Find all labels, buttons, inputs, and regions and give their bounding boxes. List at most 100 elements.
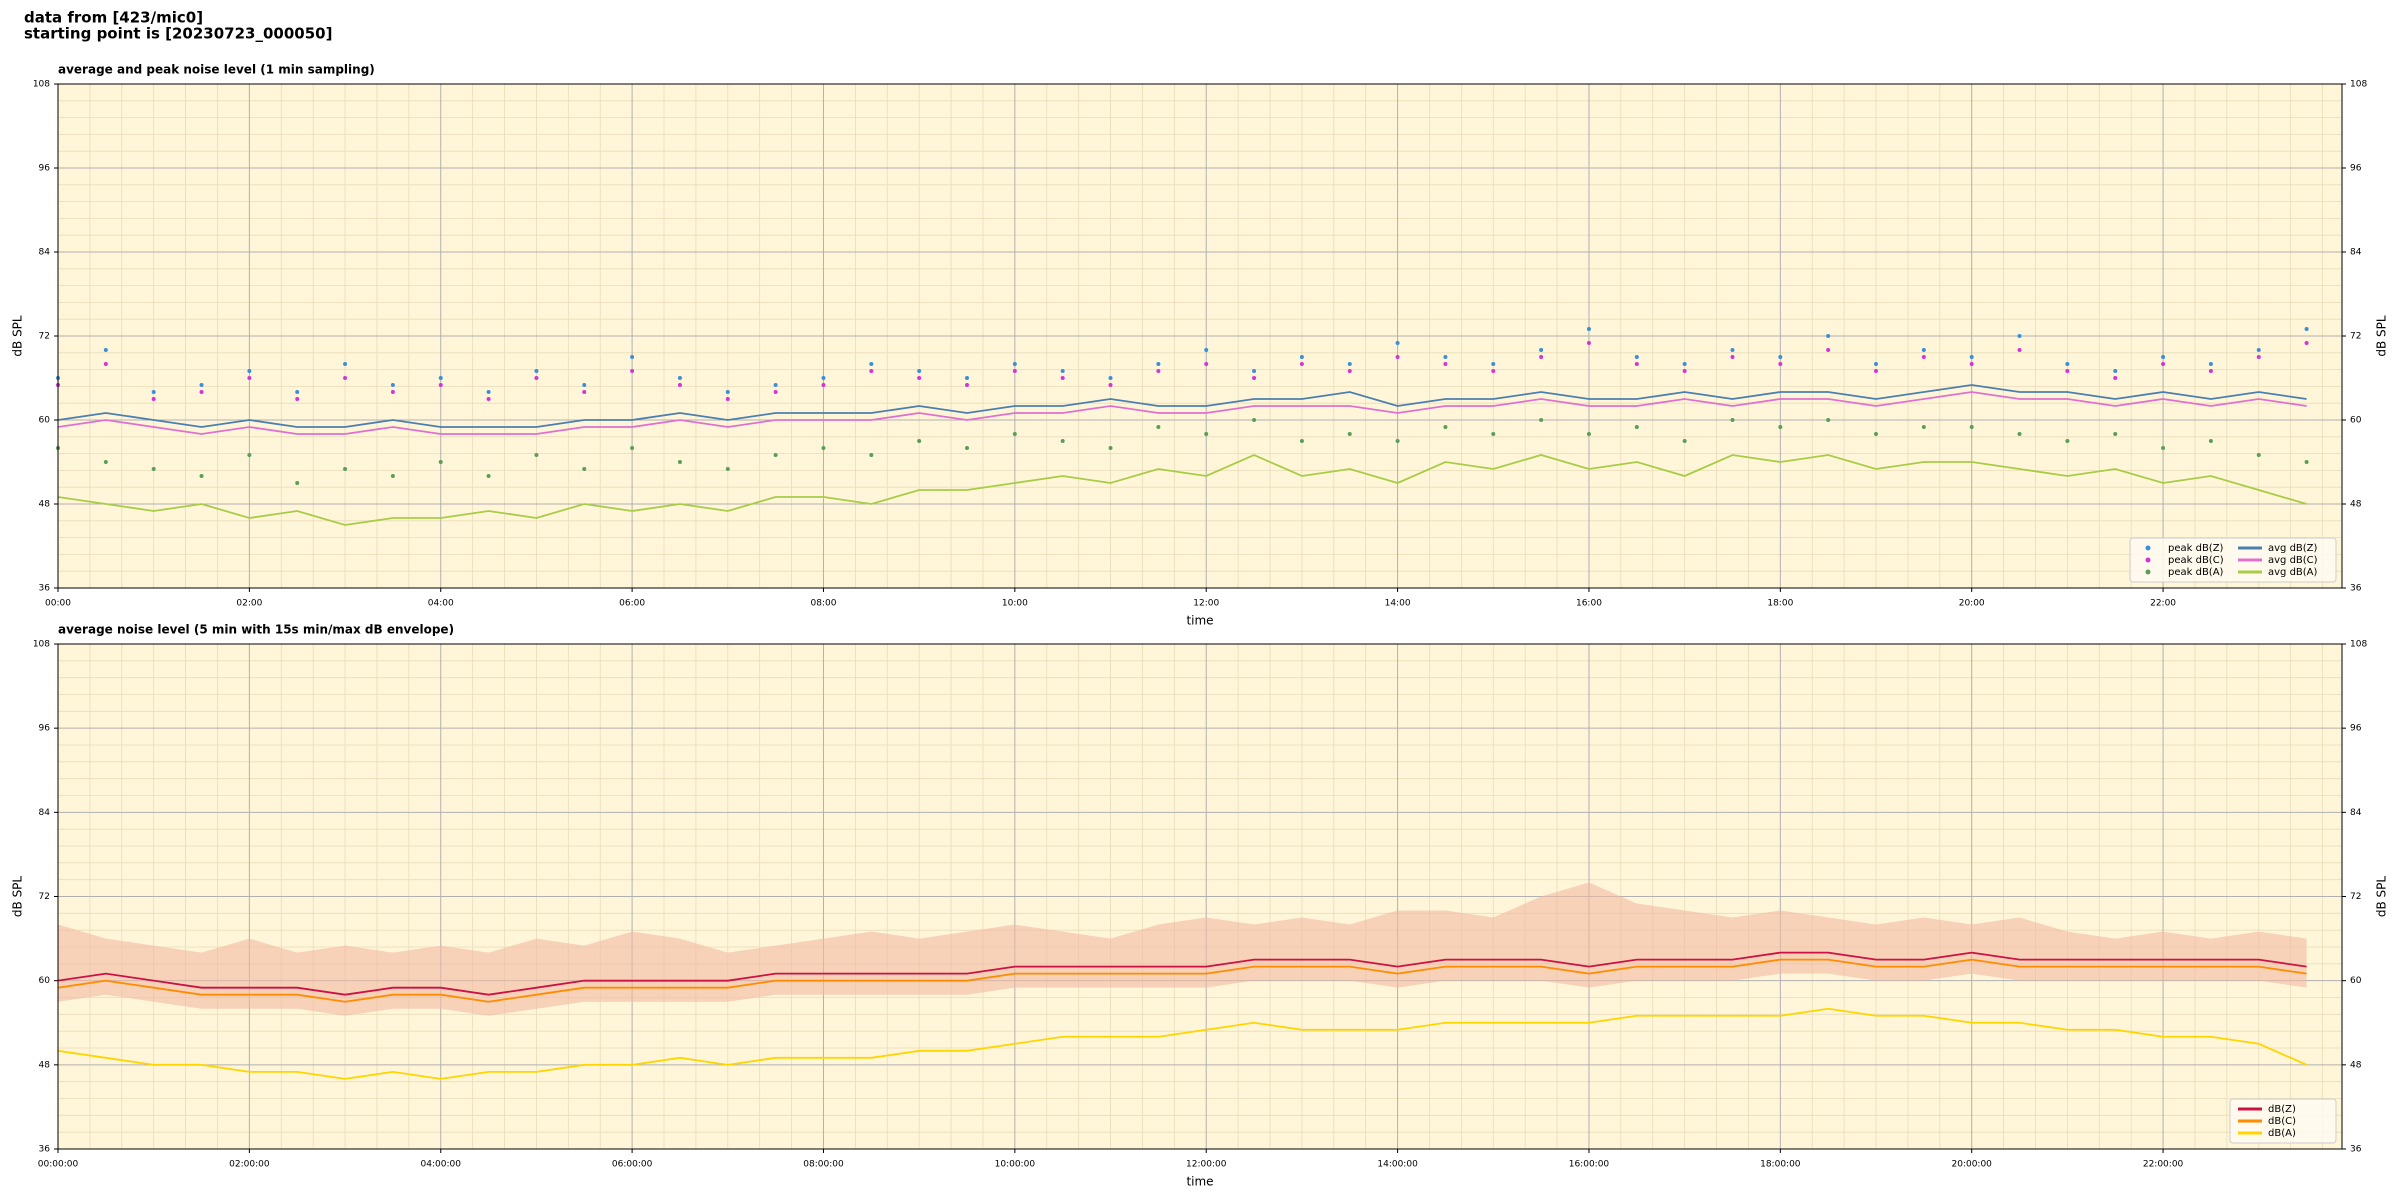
plot-frame (57, 83, 2343, 589)
legend-label: peak dB(C) (2168, 555, 2224, 566)
y-tick-label: 60 (39, 976, 51, 986)
y-tick-label: 108 (33, 80, 50, 90)
y-tick-label: 36 (39, 584, 51, 594)
legend-marker (2145, 569, 2151, 575)
peak-dot (677, 383, 682, 387)
peak-dot (1252, 418, 1257, 422)
peak-dot (677, 376, 682, 380)
peak-dot (1395, 439, 1400, 443)
peak-dot (2161, 362, 2166, 366)
peak-dot (1204, 348, 1209, 352)
peak-dot (2065, 362, 2070, 366)
peak-dot (2017, 334, 2022, 338)
peak-dot (1682, 362, 1687, 366)
peak-dot (630, 446, 635, 450)
peak-dot (917, 439, 922, 443)
legend-label: dB(A) (2268, 1128, 2296, 1139)
y-tick-label: 48 (39, 500, 51, 510)
peak-dot (2017, 432, 2022, 436)
y-tick-label: 96 (2350, 164, 2362, 174)
peak-dot (438, 460, 443, 464)
peak-dot (247, 369, 252, 373)
x-tick-label: 14:00:00 (1377, 1160, 1418, 1170)
plot: 36 36 48 48 60 60 72 72 84 84 96 96 108 108 00:00:00 02… (11, 623, 2389, 1189)
plot: 36 36 48 48 60 60 72 72 84 84 96 96 108 108 00:00 02:00… (11, 63, 2389, 628)
y-tick-label: 108 (2350, 80, 2367, 90)
legend-marker (2145, 557, 2151, 563)
series-line (58, 384, 2307, 428)
peak-dot (2113, 376, 2118, 380)
peak-dot (1491, 432, 1496, 436)
peak-dot (2256, 453, 2261, 457)
peak-dot (1778, 355, 1783, 359)
peak-dot (2304, 460, 2309, 464)
x-axis-label: time (1186, 1175, 1213, 1189)
peak-dot (1491, 362, 1496, 366)
peak-dot (630, 369, 635, 373)
y-tick-label: 72 (39, 892, 50, 902)
peak-dot (965, 383, 970, 387)
y-tick-label: 96 (39, 164, 51, 174)
y-tick-label: 48 (2350, 1060, 2362, 1070)
y-tick-label: 96 (2350, 724, 2362, 734)
peak-dot (390, 474, 395, 478)
peak-dot (1012, 362, 1017, 366)
legend-label: avg dB(Z) (2268, 543, 2318, 554)
peak-dot (247, 376, 252, 380)
y-tick-label: 72 (2350, 332, 2361, 342)
peak-dot (1539, 418, 1544, 422)
x-tick-label: 16:00 (1576, 599, 1602, 609)
peak-dot (582, 390, 587, 394)
peak-dot (1730, 355, 1735, 359)
peak-dot (725, 397, 730, 401)
peak-dot (630, 355, 635, 359)
peak-dot (390, 390, 395, 394)
peak-dot (534, 369, 539, 373)
x-tick-label: 08:00:00 (803, 1160, 844, 1170)
header-line: data from [423/mic0] (24, 9, 203, 27)
peak-dot (1252, 369, 1257, 373)
peak-dot (1108, 376, 1113, 380)
peak-dot (2161, 446, 2166, 450)
legend-box (2129, 537, 2337, 583)
x-tick-label: 18:00:00 (1760, 1160, 1801, 1170)
x-tick-label: 20:00 (1959, 599, 1985, 609)
peak-dot (1395, 355, 1400, 359)
peak-dot (1634, 425, 1639, 429)
peak-dot (677, 460, 682, 464)
peak-dot (2113, 369, 2118, 373)
peak-dot (1921, 355, 1926, 359)
plot-frame (57, 643, 2343, 1150)
peak-dot (1826, 348, 1831, 352)
series-line (58, 454, 2307, 526)
peak-dot (1969, 355, 1974, 359)
peak-dot (1204, 362, 1209, 366)
chart-title: average noise level (5 min with 15s min/… (58, 623, 454, 637)
peak-dot (725, 390, 730, 394)
y-axis-label: dB SPL (11, 876, 25, 918)
peak-dot (103, 362, 108, 366)
x-tick-label: 12:00:00 (1186, 1160, 1227, 1170)
series-line (58, 951, 2307, 996)
peak-dot (1347, 362, 1352, 366)
peak-dot (1347, 432, 1352, 436)
peak-dot (1443, 425, 1448, 429)
peak-dot (2208, 439, 2213, 443)
peak-dot (343, 376, 348, 380)
peak-dot (1060, 439, 1065, 443)
y-axis-label: dB SPL (2375, 876, 2389, 918)
peak-dot (1395, 341, 1400, 345)
peak-dot (1969, 362, 1974, 366)
x-tick-label: 18:00 (1767, 599, 1793, 609)
y-tick-label: 108 (33, 640, 50, 650)
peak-dot (2113, 432, 2118, 436)
peak-dot (1634, 362, 1639, 366)
y-tick-label: 60 (2350, 416, 2362, 426)
x-tick-label: 22:00 (2150, 599, 2176, 609)
peak-dot (2161, 355, 2166, 359)
peak-dot (247, 453, 252, 457)
peak-dot (917, 369, 922, 373)
peak-dot (2256, 355, 2261, 359)
peak-dot (1299, 362, 1304, 366)
